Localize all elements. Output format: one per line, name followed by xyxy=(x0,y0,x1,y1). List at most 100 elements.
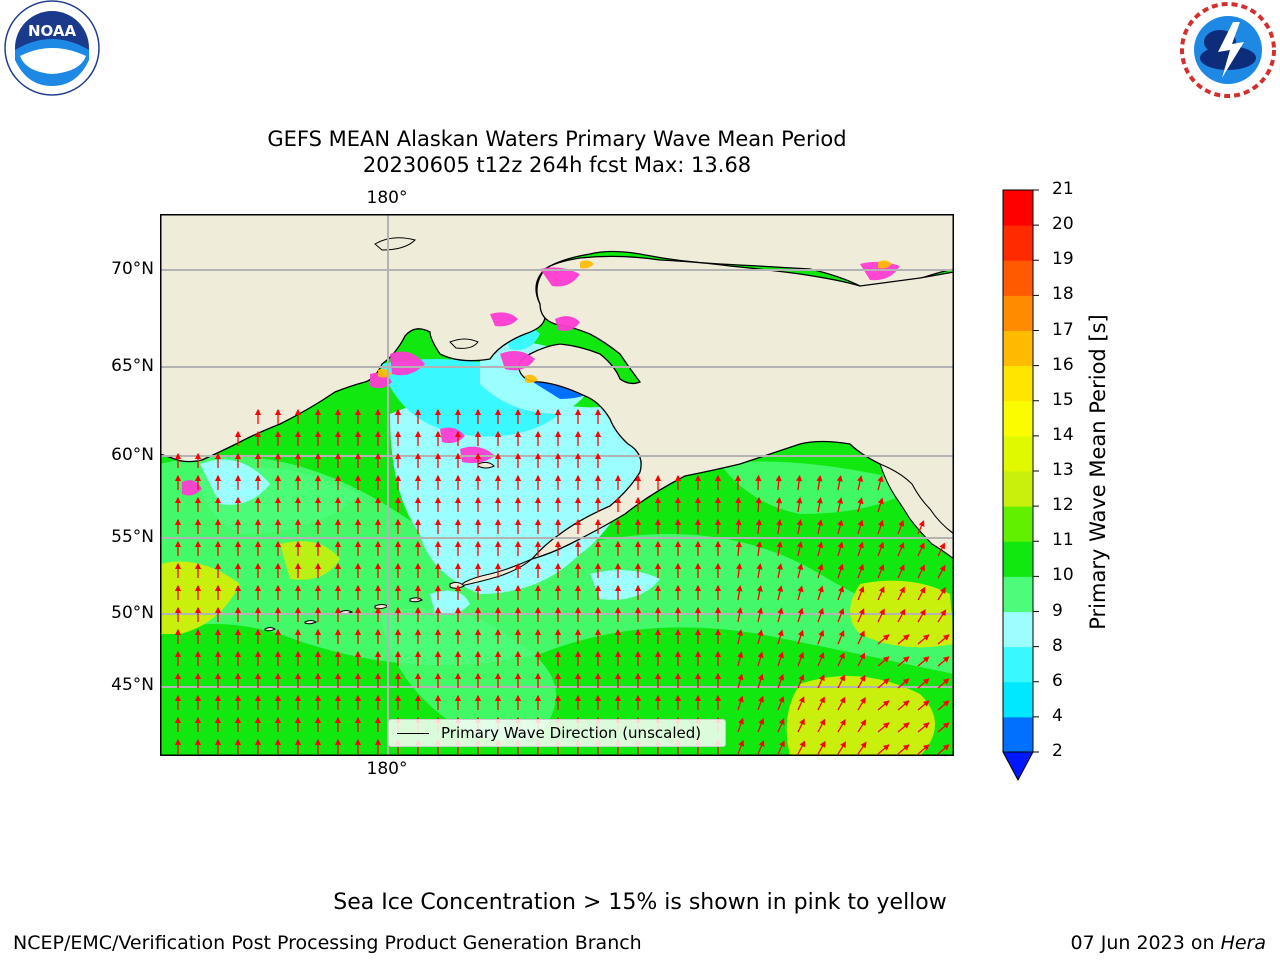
wave-arrow-head xyxy=(414,496,422,503)
wave-arrow-head xyxy=(574,672,582,679)
wave-arrow-head xyxy=(776,541,783,548)
wave-arrow-head xyxy=(798,651,805,659)
wave-arrow-head xyxy=(736,629,743,636)
wave-arrow-head xyxy=(818,674,825,682)
wave-arrow-head xyxy=(534,562,542,569)
wave-arrow-head xyxy=(778,718,785,725)
wave-arrow-head xyxy=(902,678,910,685)
wave-arrow-head xyxy=(738,717,744,725)
wave-arrow-head xyxy=(714,628,722,635)
wave-arrow-head xyxy=(274,650,282,657)
wave-arrow-head xyxy=(374,650,382,657)
wave-arrow-head xyxy=(534,474,542,481)
wave-arrow-head xyxy=(174,562,182,569)
wave-arrow-head xyxy=(654,496,662,503)
wave-arrow-head xyxy=(254,672,262,679)
wave-arrow-head xyxy=(274,408,282,415)
wave-arrow-head xyxy=(414,694,422,701)
wave-arrow-head xyxy=(775,496,783,504)
wave-arrow-head xyxy=(634,694,642,701)
run-host: Hera xyxy=(1220,932,1266,954)
wave-arrow-head xyxy=(234,540,242,547)
wave-arrow-head xyxy=(314,716,322,723)
wave-arrow-head xyxy=(837,541,844,549)
ocean-band-light-4 xyxy=(720,461,920,514)
gridlines xyxy=(160,214,954,756)
wave-arrow-head xyxy=(857,475,864,482)
wave-arrow-head xyxy=(594,628,602,635)
colorbar-segment xyxy=(1003,435,1033,472)
wave-arrow-head xyxy=(838,585,844,593)
wave-arrow-head xyxy=(694,540,702,547)
wave-arrow-head xyxy=(494,540,502,547)
ocean-band-light-2 xyxy=(380,608,556,741)
wave-arrow-head xyxy=(736,585,743,592)
wave-arrow-head xyxy=(294,628,302,635)
land-alaska-peninsula xyxy=(459,558,533,587)
wave-arrow-head xyxy=(354,408,362,415)
wave-arrow-head xyxy=(194,738,202,745)
wave-arrow-head xyxy=(294,716,302,723)
wave-arrow-head xyxy=(314,606,322,613)
wave-arrow-head xyxy=(474,408,482,415)
wave-arrow-head xyxy=(594,496,602,503)
wave-arrow-head xyxy=(374,408,382,415)
wave-arrow-head xyxy=(857,541,864,549)
wave-arrow-head xyxy=(394,628,402,635)
wave-arrow-head xyxy=(194,518,202,525)
wave-arrow-head xyxy=(474,474,482,481)
wave-arrow-head xyxy=(674,496,682,503)
wave-arrow-head xyxy=(394,694,402,701)
wave-arrow-head xyxy=(414,408,422,415)
wave-arrow-head xyxy=(194,540,202,547)
wave-arrow-head xyxy=(514,672,522,679)
wave-arrow-head xyxy=(494,518,502,525)
sea-ice-note: Sea Ice Concentration > 15% is shown in … xyxy=(333,890,947,915)
wave-arrow-head xyxy=(837,563,844,571)
colorbar-tick-label: 21 xyxy=(1052,179,1074,199)
wave-arrow-head xyxy=(574,408,582,415)
wave-arrow-head xyxy=(860,741,867,749)
lon-label-top: 180° xyxy=(366,188,408,208)
wave-arrow-head xyxy=(860,719,867,727)
wave-arrow-head xyxy=(614,562,622,569)
wave-arrow-head xyxy=(795,475,803,482)
wave-arrow-head xyxy=(942,744,950,751)
wave-arrow-head xyxy=(194,562,202,569)
wave-arrow-head xyxy=(174,474,182,481)
wave-arrow-head xyxy=(374,540,382,547)
wave-arrow-head xyxy=(314,738,322,745)
wave-arrow-head xyxy=(214,650,222,657)
land-nunivak xyxy=(477,461,495,469)
wave-arrow-head xyxy=(234,738,242,745)
wave-arrow-head xyxy=(474,606,482,613)
wave-arrow-head xyxy=(254,430,262,437)
colorbar-segment xyxy=(1003,611,1033,648)
wave-arrow-head xyxy=(194,672,202,679)
wave-arrow-head xyxy=(294,738,302,745)
wave-arrow-head xyxy=(714,474,722,481)
wave-arrow-head xyxy=(799,718,805,726)
wave-arrow-head xyxy=(777,651,784,659)
wave-arrow-head xyxy=(614,628,622,635)
wave-arrow-head xyxy=(354,650,362,657)
wave-arrow-head xyxy=(674,694,682,701)
wave-arrow-head xyxy=(514,430,522,437)
wave-arrow-head xyxy=(394,518,402,525)
wave-arrow-head xyxy=(654,474,662,481)
wave-arrow-head xyxy=(294,672,302,679)
wave-arrow-head xyxy=(882,656,890,663)
wave-arrow-head xyxy=(534,584,542,591)
ocean-high-1 xyxy=(786,676,935,756)
wave-arrow-head xyxy=(694,694,702,701)
credit-line: NCEP/EMC/Verification Post Processing Pr… xyxy=(13,932,642,954)
run-date-text: 07 Jun 2023 on xyxy=(1070,932,1221,954)
wave-arrow-head xyxy=(714,562,722,569)
wave-arrow-head xyxy=(174,584,182,591)
wave-arrow-head xyxy=(434,584,442,591)
wave-arrow-head xyxy=(514,584,522,591)
land-se-alaska xyxy=(879,463,954,560)
wave-arrow-head xyxy=(734,474,742,481)
wave-arrow-head xyxy=(674,606,682,613)
wave-arrow-head xyxy=(755,474,762,482)
